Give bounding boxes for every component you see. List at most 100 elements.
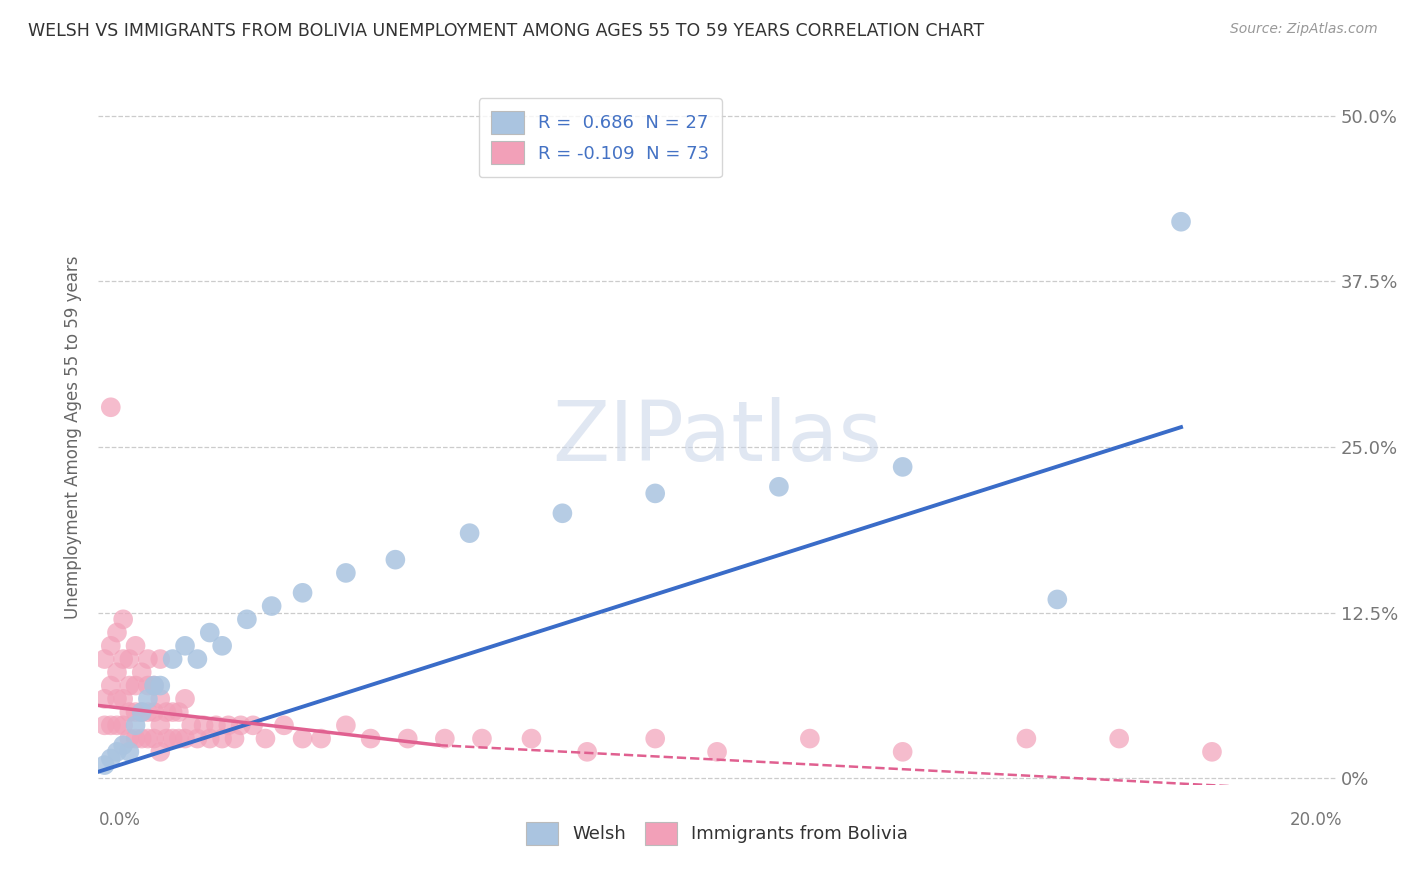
Point [396, 731, 419, 746]
Text: Source: ZipAtlas.com: Source: ZipAtlas.com [1230, 22, 1378, 37]
Point [242, 718, 264, 732]
Point [124, 679, 146, 693]
Point [360, 731, 382, 746]
Point [1170, 215, 1192, 229]
Point [124, 705, 146, 719]
Point [520, 731, 543, 746]
Point [124, 718, 146, 732]
Point [112, 652, 135, 666]
Point [93, 758, 115, 772]
Point [458, 526, 481, 541]
Legend: Welsh, Immigrants from Bolivia: Welsh, Immigrants from Bolivia [515, 811, 920, 856]
Text: WELSH VS IMMIGRANTS FROM BOLIVIA UNEMPLOYMENT AMONG AGES 55 TO 59 YEARS CORRELAT: WELSH VS IMMIGRANTS FROM BOLIVIA UNEMPLO… [28, 22, 984, 40]
Point [162, 705, 184, 719]
Point [100, 639, 122, 653]
Point [335, 718, 357, 732]
Point [118, 745, 141, 759]
Point [149, 718, 172, 732]
Point [186, 731, 208, 746]
Point [891, 459, 914, 474]
Point [112, 718, 135, 732]
Point [174, 639, 197, 653]
Point [112, 738, 135, 752]
Point [576, 745, 599, 759]
Point [229, 718, 252, 732]
Point [644, 731, 666, 746]
Point [155, 705, 177, 719]
Point [131, 705, 153, 719]
Point [93, 691, 115, 706]
Point [131, 705, 153, 719]
Point [136, 679, 159, 693]
Point [112, 691, 135, 706]
Point [186, 652, 208, 666]
Point [105, 718, 128, 732]
Point [131, 731, 153, 746]
Point [1046, 592, 1069, 607]
Point [100, 751, 122, 765]
Point [236, 612, 259, 626]
Point [706, 745, 728, 759]
Text: 20.0%: 20.0% [1291, 811, 1343, 829]
Point [167, 705, 190, 719]
Point [167, 731, 190, 746]
Point [644, 486, 666, 500]
Point [768, 480, 790, 494]
Point [193, 718, 215, 732]
Point [217, 718, 239, 732]
Point [143, 705, 166, 719]
Point [174, 731, 197, 746]
Point [291, 731, 314, 746]
Point [211, 731, 233, 746]
Point [93, 718, 115, 732]
Point [433, 731, 456, 746]
Point [211, 639, 233, 653]
Point [105, 745, 128, 759]
Point [124, 731, 146, 746]
Point [100, 718, 122, 732]
Point [309, 731, 332, 746]
Point [149, 652, 172, 666]
Point [100, 401, 122, 415]
Text: 0.0%: 0.0% [98, 811, 141, 829]
Point [1015, 731, 1038, 746]
Point [118, 652, 141, 666]
Point [291, 586, 314, 600]
Point [136, 705, 159, 719]
Point [118, 731, 141, 746]
Y-axis label: Unemployment Among Ages 55 to 59 years: Unemployment Among Ages 55 to 59 years [65, 255, 83, 619]
Point [198, 625, 221, 640]
Point [136, 652, 159, 666]
Point [143, 679, 166, 693]
Point [124, 639, 146, 653]
Point [118, 679, 141, 693]
Point [335, 566, 357, 580]
Point [155, 731, 177, 746]
Point [131, 665, 153, 680]
Point [105, 691, 128, 706]
Point [100, 679, 122, 693]
Point [551, 506, 574, 520]
Point [1108, 731, 1130, 746]
Text: ZIPatlas: ZIPatlas [553, 397, 882, 477]
Point [260, 599, 283, 613]
Point [174, 691, 197, 706]
Point [143, 731, 166, 746]
Point [105, 625, 128, 640]
Point [136, 731, 159, 746]
Point [384, 552, 406, 566]
Point [149, 679, 172, 693]
Point [118, 705, 141, 719]
Point [254, 731, 277, 746]
Point [105, 665, 128, 680]
Point [149, 691, 172, 706]
Point [471, 731, 494, 746]
Point [93, 652, 115, 666]
Point [149, 745, 172, 759]
Point [224, 731, 246, 746]
Point [162, 652, 184, 666]
Point [136, 691, 159, 706]
Point [143, 679, 166, 693]
Point [891, 745, 914, 759]
Point [1201, 745, 1223, 759]
